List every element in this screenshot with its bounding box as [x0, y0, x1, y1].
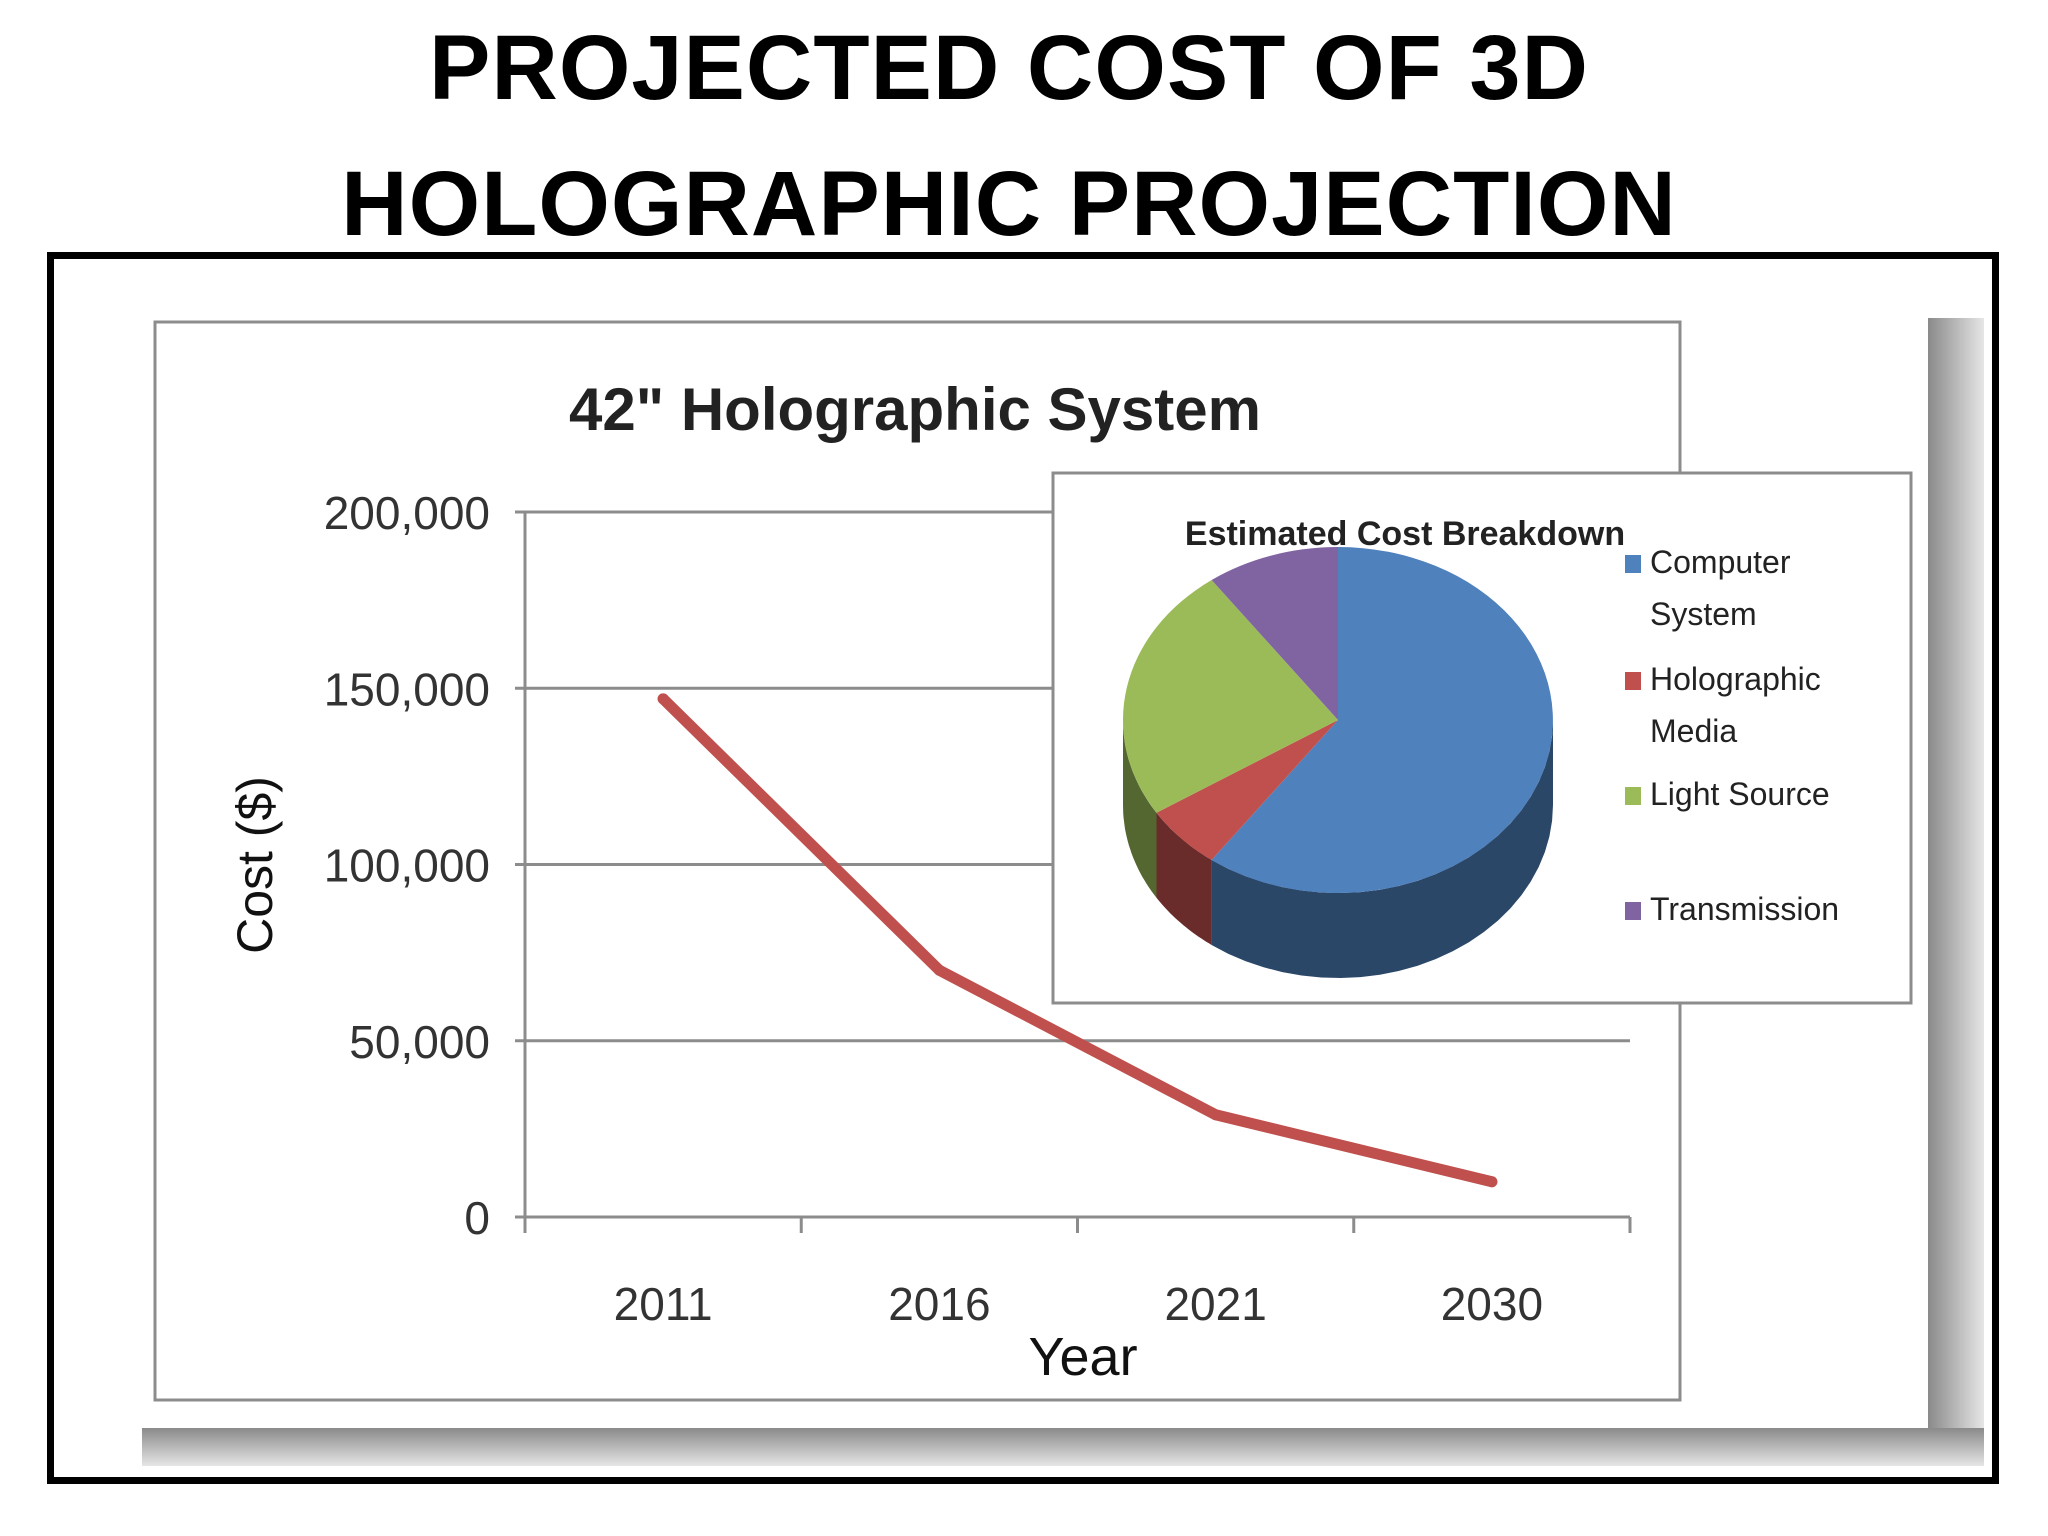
- legend-label: Media: [1650, 713, 1737, 749]
- legend-label: Holographic: [1650, 661, 1821, 697]
- pie-legend: Computer System Holographic Media Light Sour…: [1625, 544, 1839, 927]
- x-tick-label: 2021: [1164, 1278, 1266, 1330]
- legend-label: System: [1650, 596, 1757, 632]
- line-series: [657, 693, 1498, 1188]
- line-point: [1210, 1109, 1222, 1121]
- y-tick-label: 100,000: [324, 840, 490, 892]
- page-title-line-1: PROJECTED COST OF 3D: [429, 17, 1589, 119]
- line-series-path: [657, 693, 1498, 1188]
- legend-swatch: [1625, 787, 1641, 805]
- pie-slice-side: [1156, 812, 1212, 945]
- pie-slice: [1156, 720, 1338, 860]
- y-tick-label: 50,000: [349, 1016, 490, 1068]
- legend-swatch: [1625, 902, 1641, 920]
- x-tick-labels: 2011 2016 2021 2030: [614, 1278, 1543, 1330]
- line-point: [657, 693, 669, 705]
- legend-swatch: [1625, 672, 1641, 690]
- x-tick-label: 2016: [888, 1278, 990, 1330]
- legend-label: Light Source: [1650, 776, 1830, 812]
- pie-slice-side: [1211, 720, 1553, 978]
- page-title-line-2: HOLOGRAPHIC PROJECTION: [341, 153, 1677, 255]
- pie-slice-side: [1123, 720, 1157, 898]
- pie-chart: [1122, 547, 1553, 978]
- legend-label: Computer: [1650, 544, 1791, 580]
- y-tick-label: 200,000: [324, 487, 490, 539]
- line-point: [1486, 1176, 1498, 1188]
- page-title: PROJECTED COST OF 3D HOLOGRAPHIC PROJECT…: [0, 0, 2018, 272]
- legend-label: Transmission: [1650, 891, 1839, 927]
- legend-swatch: [1625, 555, 1641, 573]
- line-chart-title: 42" Holographic System: [569, 376, 1261, 443]
- pie-slice: [1211, 547, 1338, 720]
- line-point: [933, 964, 945, 976]
- y-axis-label: Cost ($): [227, 776, 283, 954]
- pie-slice: [1122, 580, 1338, 813]
- y-tick-labels: 0 50,000 100,000 150,000 200,000: [324, 487, 490, 1244]
- pie-chart-title: Estimated Cost Breakdown: [1185, 515, 1625, 553]
- chart-shadow-right: [1928, 318, 1984, 1428]
- axes: [515, 510, 1632, 1233]
- y-tick-label: 150,000: [324, 663, 490, 715]
- pie-slice: [1211, 547, 1553, 893]
- x-axis-label: Year: [1028, 1327, 1137, 1387]
- x-tick-label: 2030: [1441, 1278, 1543, 1330]
- x-tick-label: 2011: [614, 1278, 713, 1330]
- y-tick-label: 0: [464, 1192, 490, 1244]
- chart-shadow-bottom: [142, 1428, 1984, 1466]
